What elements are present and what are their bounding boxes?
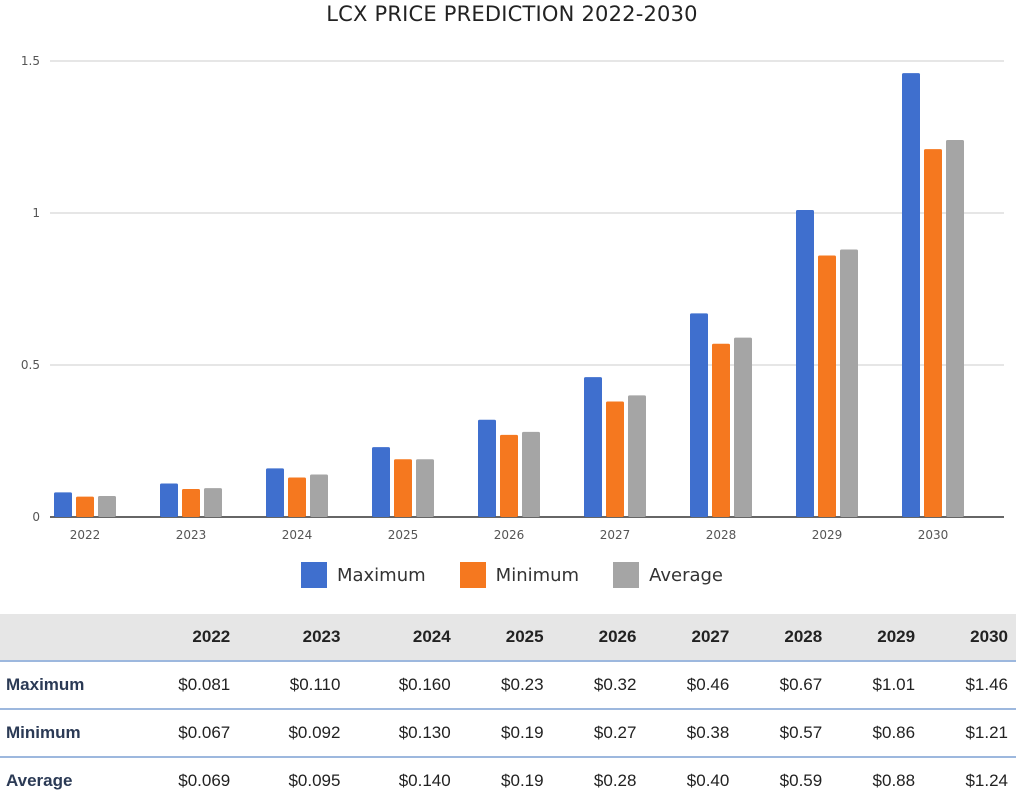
table-cell: $1.01: [830, 660, 924, 709]
table-year-header: 2027: [644, 614, 738, 661]
y-tick-label: 0: [32, 510, 40, 524]
x-tick-label: 2022: [70, 528, 101, 542]
x-tick-label: 2026: [494, 528, 525, 542]
bar-maximum-2025: [372, 447, 390, 517]
table-cell: $1.21: [923, 708, 1016, 757]
table-cell: $0.067: [128, 708, 239, 757]
bar-minimum-2023: [182, 489, 200, 517]
table-cell: $0.19: [458, 708, 552, 757]
table-year-header: 2025: [458, 614, 552, 661]
bar-minimum-2029: [818, 255, 836, 517]
price-table: 2022 2023 2024 2025 2026 2027 2028 2029 2030 Max…: [0, 614, 1016, 804]
table-cell: $0.19: [458, 756, 552, 804]
table-cell: $0.110: [238, 660, 349, 709]
bar-average-2022: [98, 496, 116, 517]
legend-swatch: [459, 562, 486, 588]
chart-area: LCX PRICE PREDICTION 2022-2030 0 0.5 1 1.5 2…: [0, 2, 1024, 588]
table-cell: $1.24: [923, 756, 1016, 804]
bar-minimum-2030: [924, 149, 942, 517]
bar-minimum-2025: [394, 459, 412, 517]
table-cell: $0.28: [551, 756, 645, 804]
bar-average-2027: [628, 395, 646, 517]
x-tick-label: 2023: [176, 528, 207, 542]
bar-minimum-2027: [606, 401, 624, 517]
legend-label: Minimum: [495, 564, 580, 586]
table-row-label: Average: [0, 756, 128, 804]
legend-swatch: [300, 562, 327, 588]
y-tick-label: 1: [32, 206, 40, 220]
table-year-header: 2030: [923, 614, 1016, 661]
table-row-maximum: Maximum $0.081 $0.110 $0.160 $0.23 $0.32 $0.46…: [0, 660, 1016, 709]
table-cell: $0.092: [238, 708, 349, 757]
legend-label: Maximum: [336, 564, 426, 586]
table-cell: $0.081: [128, 660, 239, 709]
x-tick-label: 2024: [282, 528, 313, 542]
table-row-label: Maximum: [0, 660, 128, 709]
table-cell: $0.46: [644, 660, 738, 709]
y-tick-label: 1.5: [21, 54, 40, 68]
bar-minimum-2026: [500, 434, 518, 517]
table-row-average: Average $0.069 $0.095 $0.140 $0.19 $0.28 $0.40…: [0, 756, 1016, 804]
table-cell: $0.67: [737, 660, 831, 709]
table-cell: $0.27: [551, 708, 645, 757]
table-cell: $0.88: [830, 756, 924, 804]
bar-average-2024: [310, 474, 328, 517]
table-cell: $0.32: [551, 660, 645, 709]
table-cell: $0.160: [348, 660, 459, 709]
table-cell: $0.38: [644, 708, 738, 757]
chart-legend: Maximum Minimum Average: [0, 562, 1024, 588]
table-year-header: 2023: [238, 614, 349, 661]
bar-maximum-2026: [478, 419, 496, 517]
bar-chart: 0 0.5 1 1.5 2022 2023 2024 2025 2026 2027 2028 2029…: [21, 54, 1004, 542]
table-year-header: 2029: [830, 614, 924, 661]
table-header-row: 2022 2023 2024 2025 2026 2027 2028 2029 2030: [0, 614, 1016, 661]
x-tick-label: 2027: [600, 528, 631, 542]
legend-swatch: [613, 562, 640, 588]
y-tick-label: 0.5: [21, 358, 40, 372]
legend-item-average: Average: [613, 562, 723, 588]
bar-minimum-2022: [76, 496, 94, 517]
table-year-header: 2028: [737, 614, 831, 661]
table-cell: $0.23: [458, 660, 552, 709]
bar-average-2029: [840, 249, 858, 518]
table-year-header: 2026: [551, 614, 645, 661]
table-cell: $0.095: [238, 756, 349, 804]
bar-maximum-2029: [796, 209, 814, 517]
table-cell: $0.86: [830, 708, 924, 757]
bar-maximum-2024: [266, 468, 284, 517]
bar-average-2026: [522, 431, 540, 517]
table-cell: $0.140: [348, 756, 459, 804]
table-cell: $0.40: [644, 756, 738, 804]
table-cell: $0.069: [128, 756, 239, 804]
legend-item-maximum: Maximum: [300, 562, 426, 588]
table-cell: $0.57: [737, 708, 831, 757]
bar-minimum-2028: [712, 343, 730, 517]
bar-maximum-2023: [160, 483, 178, 517]
bar-maximum-2030: [902, 73, 920, 517]
table-corner-cell: [0, 614, 128, 661]
legend-label: Average: [649, 564, 724, 586]
chart-title: LCX PRICE PREDICTION 2022-2030: [326, 2, 698, 26]
x-tick-label: 2029: [812, 528, 843, 542]
bar-minimum-2024: [288, 477, 306, 517]
table-cell: $1.46: [923, 660, 1016, 709]
table-cell: $0.130: [348, 708, 459, 757]
bar-maximum-2022: [54, 492, 72, 517]
x-tick-label: 2028: [706, 528, 737, 542]
bar-maximum-2027: [584, 377, 602, 517]
table-row-minimum: Minimum $0.067 $0.092 $0.130 $0.19 $0.27 $0.38…: [0, 708, 1016, 757]
bar-average-2028: [734, 337, 752, 517]
bar-average-2023: [204, 488, 222, 517]
table-cell: $0.59: [737, 756, 831, 804]
table-row-label: Minimum: [0, 708, 128, 757]
bar-maximum-2028: [690, 313, 708, 517]
legend-item-minimum: Minimum: [459, 562, 580, 588]
table-year-header: 2024: [348, 614, 459, 661]
x-tick-label: 2025: [388, 528, 419, 542]
bar-average-2030: [946, 140, 964, 518]
price-table-container: 2022 2023 2024 2025 2026 2027 2028 2029 2030 Max…: [0, 614, 1024, 804]
table-year-header: 2022: [128, 614, 239, 661]
bar-average-2025: [416, 459, 434, 517]
x-tick-label: 2030: [918, 528, 949, 542]
